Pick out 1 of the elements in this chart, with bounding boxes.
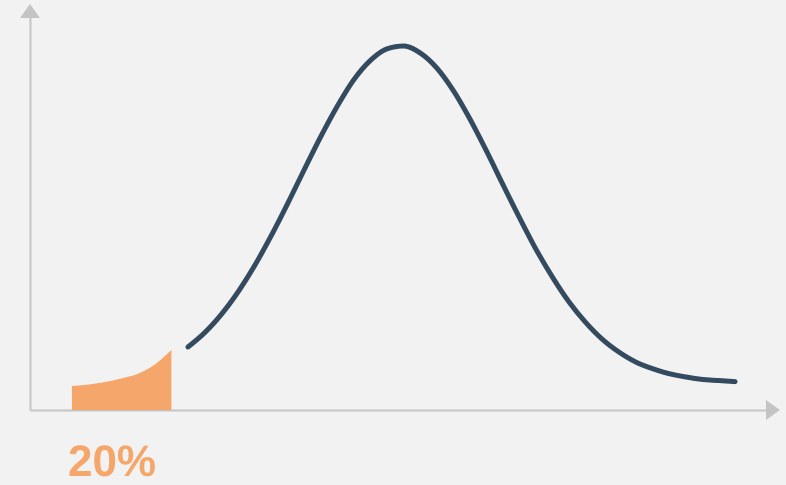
text: 20% <box>68 437 156 485</box>
